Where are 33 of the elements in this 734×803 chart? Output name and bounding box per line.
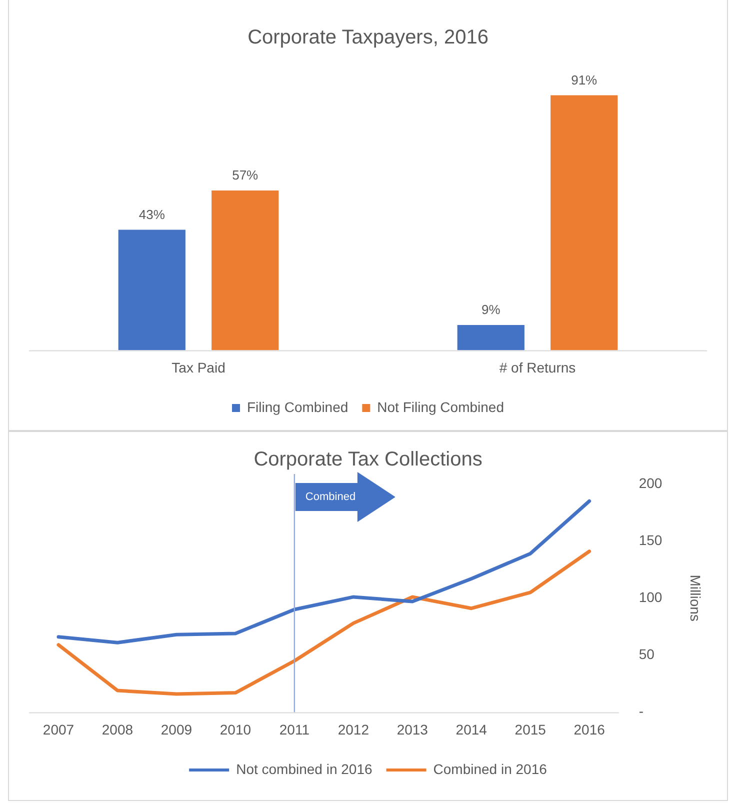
data-label: 9%: [481, 302, 501, 318]
bar: [118, 230, 186, 350]
chart-title: Corporate Tax Collections: [254, 448, 482, 471]
y-tick-label: -: [638, 703, 644, 720]
y-tick-label: 150: [638, 532, 662, 548]
x-tick-label: # of Returns: [499, 359, 576, 376]
legend-label: Filing Combined: [247, 398, 348, 415]
bar: [212, 190, 279, 350]
data-label: 43%: [138, 206, 166, 222]
y-tick-label: 200: [638, 474, 662, 491]
x-tick-label: 2010: [220, 721, 252, 738]
legend-label: Combined in 2016: [433, 760, 548, 777]
y-tick-label: 50: [638, 646, 655, 662]
chart-title: Corporate Taxpayers, 2016: [248, 26, 488, 49]
legend-label: Not Filing Combined: [377, 398, 504, 415]
y-axis-title: Millions: [688, 574, 704, 622]
bar: [457, 324, 524, 350]
x-tick-label: Tax Paid: [172, 359, 226, 376]
legend-label: Not combined in 2016: [236, 760, 372, 777]
bar: [550, 95, 618, 350]
x-tick-label: 2014: [456, 721, 488, 738]
y-tick-label: 100: [638, 588, 662, 605]
x-tick-label: 2008: [102, 721, 134, 738]
data-label: 91%: [571, 72, 598, 88]
x-tick-label: 2009: [160, 721, 192, 738]
data-label: 57%: [232, 168, 259, 183]
x-tick-label: 2012: [338, 721, 370, 738]
x-tick-label: 2007: [42, 721, 74, 738]
x-tick-label: 2013: [396, 721, 428, 738]
x-tick-label: 2016: [574, 721, 606, 738]
x-tick-label: 2011: [279, 721, 310, 738]
x-tick-label: 2015: [514, 721, 546, 738]
annotation: Combined: [305, 491, 356, 503]
